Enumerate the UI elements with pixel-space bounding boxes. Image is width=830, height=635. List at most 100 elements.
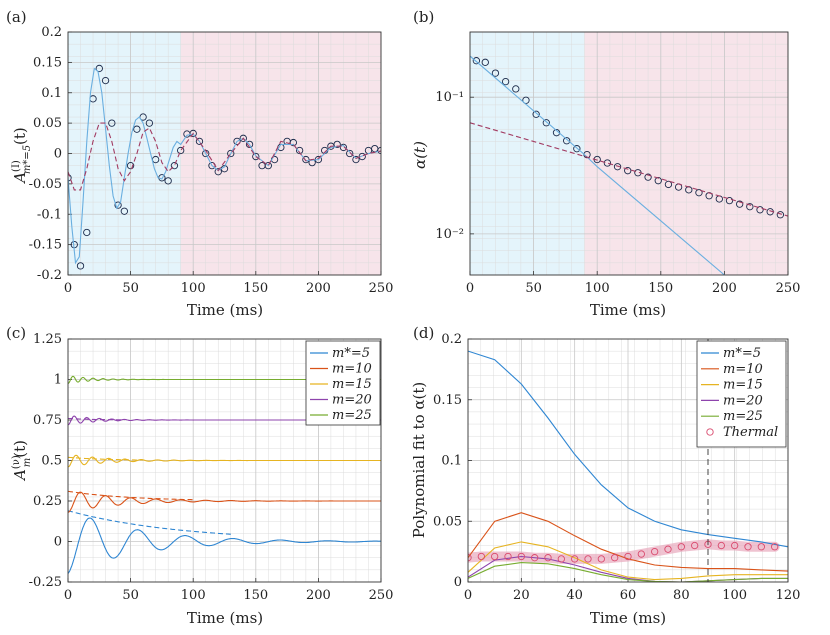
y-tick-label-a: 0 xyxy=(54,147,62,162)
y-tick-label-a: -0.2 xyxy=(37,268,62,283)
data-point-a xyxy=(114,201,122,209)
data-point-a xyxy=(120,207,128,215)
xlabel-b: Time (ms) xyxy=(590,301,666,319)
plot-panel-c: 0 50 100 150 200 250-0.2500.250.50.7511.25m*=… xyxy=(29,332,394,603)
series-line-a-fit-early xyxy=(68,67,381,265)
x-tick-label-a: 200 xyxy=(306,281,331,296)
data-point-b xyxy=(725,196,734,205)
data-point-b xyxy=(613,163,622,171)
x-tick-label-c: 150 xyxy=(243,588,268,603)
data-point-d xyxy=(517,552,525,561)
x-tick-label-a: 250 xyxy=(369,281,394,296)
series-line-c-m=15 xyxy=(68,454,381,468)
drift-line-c-m=20 xyxy=(68,417,125,421)
data-point-d xyxy=(491,552,499,561)
y-tick-label-c: 1.25 xyxy=(33,332,62,347)
data-point-d xyxy=(584,555,592,563)
data-point-a xyxy=(302,155,310,164)
series-line-d-m=10 xyxy=(468,512,788,572)
series-line-b-late-fit xyxy=(470,122,788,217)
series-layer-b xyxy=(470,55,788,275)
y-tick-label-d: 0.1 xyxy=(441,454,462,469)
data-point-a xyxy=(145,119,154,127)
data-point-a xyxy=(133,125,141,133)
y-tick-label-c: 0.75 xyxy=(33,413,62,428)
legend-label-c: m=15 xyxy=(332,377,372,392)
svg-text:A(I)m*=5(t): A(I)m*=5(t) xyxy=(11,127,33,185)
data-point-a xyxy=(239,134,247,142)
data-point-a xyxy=(189,129,197,138)
data-point-b xyxy=(664,180,673,189)
y-tick-label-c: 0.25 xyxy=(33,494,62,509)
plot-panel-b: 0 50 100 150 200 250 10⁻² 10⁻¹ xyxy=(435,31,800,296)
data-point-d xyxy=(757,543,765,551)
data-point-b xyxy=(695,189,703,197)
legend-label-d: Thermal xyxy=(723,425,778,440)
x-tick-label-c: 0 xyxy=(64,588,72,603)
legend-label-d: m=20 xyxy=(723,393,763,408)
data-point-a xyxy=(108,119,116,127)
y-tick-label-c: 0.5 xyxy=(41,454,62,469)
y-tick-label-d: 0.05 xyxy=(433,514,462,529)
y-tick-label-c: 0 xyxy=(54,535,62,550)
data-point-b xyxy=(624,167,632,175)
y-tick-label-a: 0.2 xyxy=(41,25,62,40)
grid-b xyxy=(470,32,788,275)
data-point-b xyxy=(542,119,550,127)
series-line-c-m=10 xyxy=(68,491,381,513)
y-tick-label-a: 0.1 xyxy=(41,86,62,101)
data-point-a xyxy=(233,137,241,146)
data-point-a xyxy=(126,161,135,170)
data-point-a xyxy=(295,146,304,155)
legend-label-c: m=20 xyxy=(332,393,372,408)
data-point-a xyxy=(214,168,222,176)
data-point-b xyxy=(512,85,520,93)
x-tick-label-a: 0 xyxy=(64,281,72,296)
data-point-d xyxy=(717,541,725,550)
data-point-d xyxy=(771,543,779,551)
legend-swatch-d xyxy=(706,428,714,436)
ylabel-d: Polynomial fit to α(t) xyxy=(410,382,428,539)
series-line-d-m=25 xyxy=(468,562,788,582)
x-tick-label-b: 200 xyxy=(712,281,737,296)
data-point-d xyxy=(468,554,472,562)
x-tick-label-a: 100 xyxy=(181,281,206,296)
data-point-b xyxy=(481,58,489,66)
y-tick-label-a: -0.15 xyxy=(29,238,62,253)
x-tick-label-b: 50 xyxy=(525,281,542,296)
data-point-d xyxy=(664,545,672,553)
data-point-d xyxy=(557,555,565,563)
data-point-a xyxy=(170,161,179,170)
x-tick-label-a: 50 xyxy=(122,281,139,296)
legend-label-d: m=25 xyxy=(723,409,763,424)
data-point-a xyxy=(83,228,91,237)
plot-panel-d: 0 20 40 60 80 100 12000.050.10.150.2m*=5m=10m=… xyxy=(433,332,800,603)
x-tick-label-a: 150 xyxy=(243,281,268,296)
grid-d xyxy=(468,339,788,582)
data-point-a xyxy=(346,149,354,158)
data-point-a xyxy=(264,161,272,170)
panel-label-b: (b) xyxy=(413,8,434,26)
x-tick-label-d: 0 xyxy=(464,588,472,603)
data-point-a xyxy=(177,146,185,155)
legend-label-c: m=10 xyxy=(332,362,372,377)
data-point-d xyxy=(731,541,739,550)
data-point-d xyxy=(531,554,539,562)
y-tick-label-a: -0.05 xyxy=(29,177,62,192)
x-tick-label-d: 20 xyxy=(513,588,530,603)
ylabel-c: A(ν)m(t) xyxy=(11,440,33,482)
legend-box-c xyxy=(305,340,381,426)
data-point-a xyxy=(76,262,85,270)
series-line-c-m*=5 xyxy=(68,517,381,574)
grid-a xyxy=(68,32,381,275)
drift-line-c-m=15 xyxy=(68,456,144,461)
legend-label-c: m=25 xyxy=(332,408,372,423)
data-point-b xyxy=(472,57,481,65)
data-point-a xyxy=(227,149,235,158)
data-point-b xyxy=(532,110,540,118)
drift-line-c-m*=5 xyxy=(68,510,231,535)
y-tick-label-a: -0.1 xyxy=(37,207,62,222)
panel-label-c: (c) xyxy=(6,324,26,342)
xlabel-a: Time (ms) xyxy=(187,301,263,319)
data-point-a xyxy=(195,137,204,146)
